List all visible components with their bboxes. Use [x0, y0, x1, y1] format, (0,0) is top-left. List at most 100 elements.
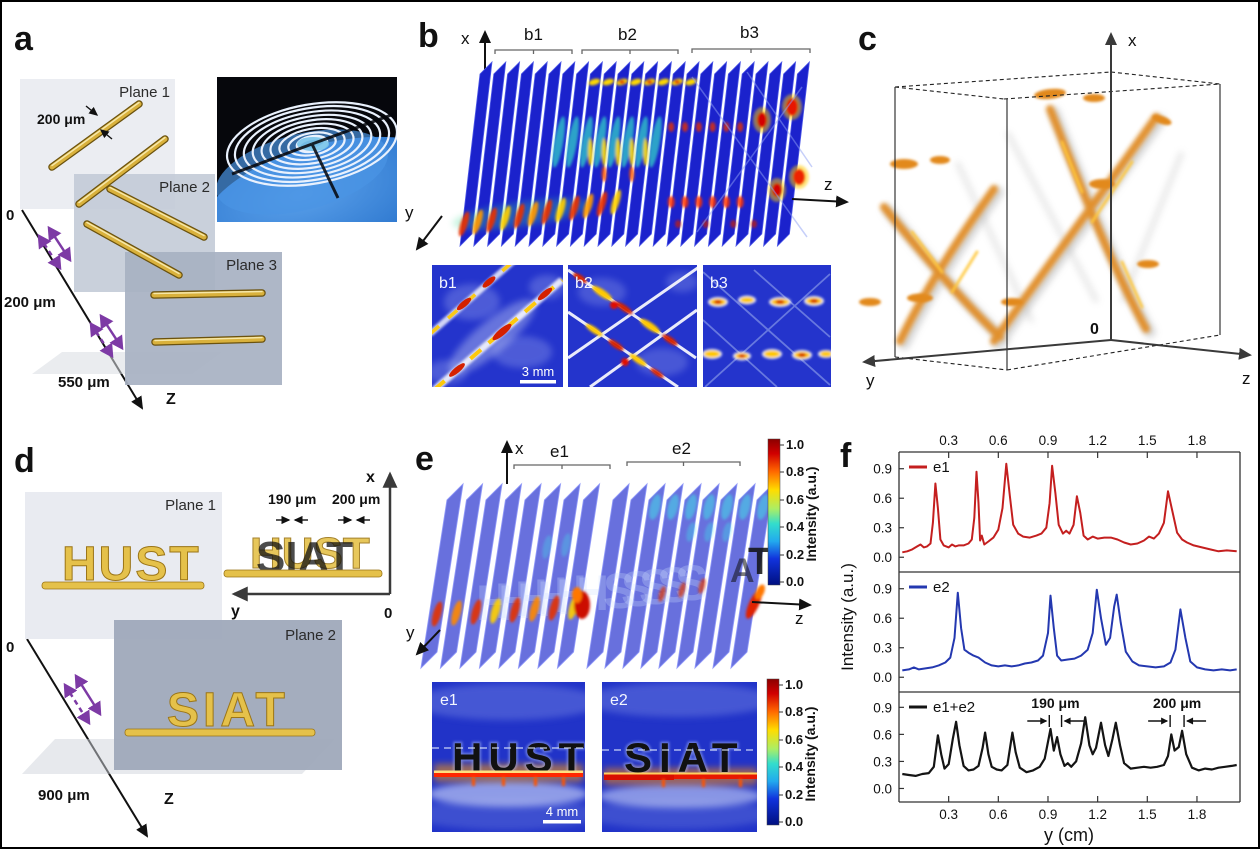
b-scalebar-label: 3 mm [522, 364, 555, 379]
f-y-tick-label: 0.9 [873, 582, 892, 597]
e-x-label: x [515, 439, 524, 458]
d-siat-baseline [124, 728, 316, 737]
f-annotation-label: 200 μm [1153, 695, 1201, 711]
d-word-siat: SIAT [167, 684, 289, 737]
e-z-label: z [795, 609, 804, 628]
inset-y-label: y [231, 603, 240, 620]
f-bottom-tick-label: 1.2 [1088, 807, 1107, 822]
d-axis-z: Z [164, 791, 174, 808]
svg-text:0.0: 0.0 [785, 814, 803, 829]
f-y-tick-label: 0.0 [873, 550, 892, 565]
svg-text:S: S [603, 563, 636, 619]
f-bottom-tick-label: 1.8 [1188, 807, 1207, 822]
f-annotation-arrowhead [1161, 717, 1169, 725]
svg-text:1.0: 1.0 [786, 437, 804, 452]
e-y-label: y [406, 623, 415, 642]
panel-f: f Intensity (a.u.) y (cm) 0.3 0.3 0.6 0.6 0.… [838, 433, 1241, 845]
panel-b: b x b1 b2 b3 [405, 17, 849, 387]
e1-inset-label: e1 [440, 692, 458, 709]
inset-x-label: x [366, 469, 375, 486]
gap-190-label: 190 μm [268, 491, 316, 507]
f-top-tick-label: 0.6 [989, 433, 1008, 448]
b-z-label: z [824, 175, 833, 194]
c-volume-render [859, 88, 1185, 350]
rod-width-label: 200 μm [37, 111, 85, 127]
f-y-tick-label: 0.3 [873, 641, 892, 656]
ghost-letters: H H H H H H S S S S S A T [476, 541, 771, 631]
b1-inset-label: b1 [439, 275, 457, 292]
panel-b-label: b [418, 17, 439, 55]
b-y-axis [415, 215, 443, 251]
panel-a-label: a [14, 20, 34, 58]
a-axis-end: 550 μm [58, 374, 110, 391]
svg-text:0.0: 0.0 [786, 574, 804, 589]
f-y-tick-label: 0.9 [873, 700, 892, 715]
b2-section-label: b2 [618, 25, 637, 44]
d-axis-end: 900 μm [38, 787, 90, 804]
f-y-tick-label: 0.9 [873, 462, 892, 477]
b1-inset: b1 3 mm [432, 265, 563, 387]
svg-text:0.4: 0.4 [785, 759, 804, 774]
e-colorbar-bottom-title: Intensity (a.u.) [802, 707, 818, 802]
d-plane-1-sheet [25, 492, 222, 639]
e2-section-label: e2 [672, 439, 691, 458]
b-x-label: x [461, 29, 470, 48]
d-plane-1-title: Plane 1 [165, 497, 216, 514]
f-bottom-tick-label: 0.6 [989, 807, 1008, 822]
b-cross-artifacts [691, 71, 813, 238]
c-origin-label: 0 [1090, 321, 1099, 338]
gold-rods [48, 100, 266, 346]
scan-arrows-1 [37, 225, 72, 271]
svg-text:0.8: 0.8 [786, 464, 804, 479]
svg-text:T: T [748, 541, 771, 583]
f-y-tick-label: 0.6 [873, 727, 892, 742]
svg-text:0.4: 0.4 [786, 519, 805, 534]
f-top-tick-label: 1.5 [1138, 433, 1157, 448]
b3-inset: b3 [703, 265, 831, 387]
f-top-tick-label: 0.3 [939, 433, 958, 448]
d-axis-origin: 0 [6, 639, 14, 656]
f-bottom-tick-label: 1.5 [1138, 807, 1157, 822]
transducer-photo [217, 77, 397, 222]
panel-e-label: e [415, 440, 434, 478]
f-top-tick-label: 1.2 [1088, 433, 1107, 448]
b2-inset-label: b2 [575, 275, 593, 292]
plane-3-sheet [125, 252, 282, 385]
b1-section-label: b1 [524, 25, 543, 44]
b-scalebar [520, 380, 556, 384]
f-y-tick-label: 0.6 [873, 491, 892, 506]
b3-inset-label: b3 [710, 275, 728, 292]
b-stack-features [452, 71, 813, 238]
panel-a: a Plane 1 Plane 2 Plane 3 200 μm 0 200 μ… [4, 20, 397, 410]
d-hust-baseline [41, 581, 205, 590]
a-axis-mid: 200 μm [4, 294, 56, 311]
inset-axes [231, 471, 398, 602]
svg-text:0.8: 0.8 [785, 704, 803, 719]
e2-inset: SIAT SIAT e2 [602, 682, 757, 832]
e2-inset-label: e2 [610, 692, 628, 709]
svg-text:0.2: 0.2 [785, 787, 803, 802]
f-annotation-arrowhead [1063, 717, 1071, 725]
f-legend-label: e1+e2 [933, 699, 975, 716]
f-legend-label: e2 [933, 579, 950, 596]
svg-text:1.0: 1.0 [785, 677, 803, 692]
f-annotation-arrowhead [1186, 717, 1194, 725]
f-bottom-tick-label: 0.3 [939, 807, 958, 822]
panel-d-label: d [14, 442, 35, 480]
inset-origin: 0 [384, 605, 392, 622]
e-colorbar-bottom: 1.0 0.8 0.6 0.4 0.2 0.0 Intensity (a.u.) [766, 677, 818, 829]
f-bottom-tick-label: 0.9 [1039, 807, 1058, 822]
f-y-tick-label: 0.0 [873, 670, 892, 685]
transducer-kerfs [231, 112, 395, 199]
d-plane-2-sheet [114, 620, 342, 770]
a-axis-origin: 0 [6, 207, 14, 224]
f-annotation-arrowhead [1040, 717, 1048, 725]
c-y-label: y [866, 371, 875, 390]
d-scan-arrows [63, 673, 102, 726]
svg-text:S: S [621, 561, 654, 617]
panel-d: d Plane 1 HUST Plane 2 SIAT 0 900 μm Z H… [6, 442, 398, 838]
f-annotation-label: 190 μm [1031, 695, 1079, 711]
e-scalebar [543, 820, 581, 824]
f-series-e1 [902, 462, 1237, 554]
f-y-tick-label: 0.3 [873, 754, 892, 769]
